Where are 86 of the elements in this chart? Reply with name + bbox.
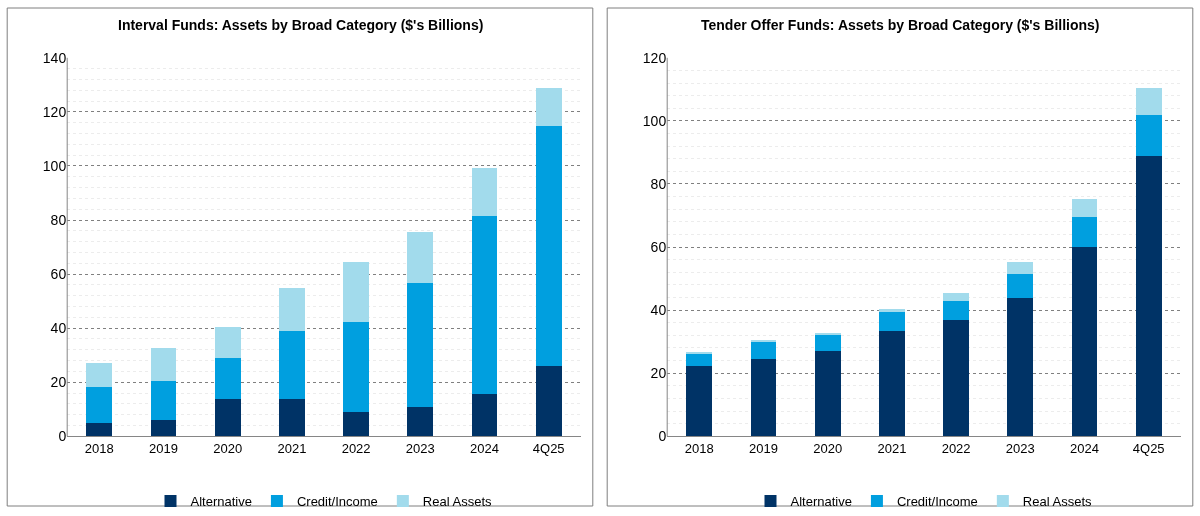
y-tick-label: 120 [642, 49, 667, 66]
bar [279, 398, 305, 437]
chart-title: Interval Funds: Assets by Broad Category ($'s Billions) [118, 17, 484, 33]
y-tick-label: 40 [650, 302, 667, 319]
y-tick-label: 20 [650, 365, 667, 382]
x-tick-label: 2020 [813, 440, 843, 456]
bar [686, 352, 713, 355]
x-tick-label: 2024 [470, 440, 499, 456]
x-tick-label: 2019 [749, 440, 778, 456]
bar [343, 321, 369, 412]
bar [407, 282, 434, 408]
y-tick-label: 80 [50, 211, 67, 228]
x-tick-label: 2023 [405, 440, 435, 456]
y-tick-label: 60 [50, 265, 67, 282]
bar [471, 168, 498, 216]
x-tick-label: 2021 [277, 440, 307, 456]
bar [535, 126, 562, 366]
bar [750, 341, 777, 360]
bar [1135, 114, 1162, 157]
bar [814, 335, 841, 352]
x-tick-label: 2018 [684, 440, 714, 456]
legend-label: Credit/Income [296, 494, 378, 510]
legend-label: Real Assets [1022, 494, 1092, 510]
bar [150, 348, 177, 381]
bar [686, 354, 713, 366]
y-tick-label: 120 [42, 103, 67, 120]
bar [1135, 156, 1162, 437]
legend-label: Credit/Income [896, 494, 978, 510]
bar [343, 262, 369, 322]
bar [150, 380, 177, 421]
bar [1071, 247, 1098, 437]
bar [214, 327, 241, 358]
x-tick-label: 2022 [341, 440, 371, 456]
y-tick-label: 20 [50, 374, 67, 391]
bar [279, 288, 305, 331]
y-tick-label: 0 [58, 428, 67, 445]
y-tick-label: 140 [42, 49, 67, 66]
bar [214, 357, 241, 399]
y-tick-label: 100 [642, 112, 667, 129]
bar [943, 301, 969, 321]
x-tick-label: 2023 [1005, 440, 1035, 456]
x-tick-label: 2022 [941, 440, 971, 456]
bar [343, 411, 369, 437]
bar [1007, 297, 1034, 437]
legend-label: Real Assets [422, 494, 492, 510]
y-tick-label: 80 [650, 175, 667, 192]
bar [86, 386, 113, 424]
bar [150, 420, 177, 437]
bar [1071, 199, 1098, 218]
y-tick-label: 40 [50, 320, 67, 337]
x-tick-label: 2024 [1070, 440, 1099, 456]
bar [1007, 274, 1034, 298]
bar [279, 330, 305, 399]
x-tick-label: 2019 [149, 440, 178, 456]
bar [943, 320, 969, 437]
x-tick-label: 2021 [877, 440, 907, 456]
bar [814, 333, 841, 336]
bar [1007, 262, 1034, 275]
bar [471, 215, 498, 394]
bar [1135, 88, 1162, 115]
bar [86, 363, 113, 387]
bar [686, 365, 713, 437]
bar [86, 423, 113, 437]
x-tick-label: 2018 [84, 440, 114, 456]
bar [814, 351, 841, 437]
bar [535, 365, 562, 437]
bar [471, 393, 498, 437]
bar [879, 312, 905, 331]
y-tick-label: 100 [42, 157, 67, 174]
x-tick-label: 4Q25 [1132, 440, 1165, 456]
bar [407, 232, 434, 283]
legend-label: Alternative [790, 494, 852, 510]
bar [407, 407, 434, 437]
y-tick-label: 60 [650, 238, 667, 255]
chart-title: Tender Offer Funds: Assets by Broad Category ($'s Billions) [701, 17, 1100, 33]
bar [214, 398, 241, 437]
bar [879, 309, 905, 313]
x-tick-label: 2020 [213, 440, 243, 456]
bar [943, 293, 969, 302]
x-tick-label: 4Q25 [532, 440, 565, 456]
bar [535, 88, 562, 127]
bar [1071, 217, 1098, 248]
bar [750, 359, 777, 437]
bar [879, 330, 905, 437]
y-tick-label: 0 [658, 428, 667, 445]
legend-label: Alternative [190, 494, 252, 510]
